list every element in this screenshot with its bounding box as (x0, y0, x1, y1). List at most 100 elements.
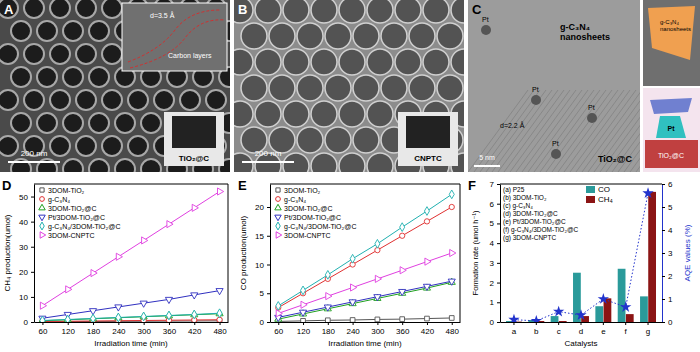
pore (339, 153, 365, 172)
tick-mark (427, 322, 428, 325)
tick-mark (144, 322, 145, 325)
lattice-label: d=2.2 Å (500, 121, 525, 129)
tick-label: 300 (371, 327, 385, 336)
marker (218, 188, 224, 195)
marker (620, 301, 631, 312)
marker (553, 306, 564, 317)
pore (0, 90, 18, 110)
marker (326, 293, 332, 300)
scale-label: 200 nm (21, 149, 48, 158)
marker (642, 187, 653, 198)
tick-mark (662, 253, 665, 254)
marker (448, 278, 455, 284)
particle-label: Pt (482, 16, 489, 23)
tick-label: 60 (274, 327, 283, 336)
pore (395, 49, 421, 75)
tick: 420 (188, 322, 202, 336)
particle-label: Pt (552, 140, 559, 147)
marker (167, 221, 173, 228)
tick-mark (42, 322, 43, 325)
pore (297, 75, 323, 101)
legend-label: 3DOM-TiO₂ (48, 187, 85, 194)
tick-mark (267, 236, 270, 237)
particle (531, 95, 541, 105)
tick-label: 180 (322, 327, 336, 336)
pore (339, 0, 365, 23)
inset-label: d=3.5 Å (150, 11, 175, 19)
tick: 5 (490, 219, 500, 228)
legend-label: 3DOM-TiO₂ (284, 187, 321, 194)
pore (63, 159, 83, 172)
tick-mark (93, 322, 94, 325)
particle (481, 25, 491, 35)
marker (449, 190, 454, 199)
tick-mark (497, 184, 500, 185)
series-line (278, 207, 451, 308)
legend-label: 3DOM-CNPTC (48, 232, 95, 239)
pore (11, 67, 31, 87)
pore (311, 101, 337, 127)
pore (367, 153, 393, 172)
legend: 3DOM-TiO₂g-C₃N₄3DOM-TiO₂@CPt/3DOM-TiO₂@C… (39, 187, 121, 239)
region-label: g-C₃N₄nanosheets (560, 22, 610, 42)
schematic (643, 88, 700, 172)
pt-particle (656, 116, 686, 138)
pore (115, 159, 135, 172)
tick-label: 120 (297, 327, 311, 336)
tick-mark (169, 322, 170, 325)
panel-label: E (238, 178, 247, 193)
pore (206, 90, 226, 110)
tick: 6 (662, 180, 673, 189)
pore (76, 90, 96, 110)
pore (37, 113, 57, 133)
axis: 01020304050 (19, 185, 34, 328)
pore (180, 90, 200, 110)
tick: 300 (371, 322, 385, 336)
tick-mark (68, 322, 69, 325)
tick: 120 (297, 322, 311, 336)
tick: c (557, 322, 561, 336)
annotation: (g) 3DOM-CNPTC (503, 234, 556, 242)
marker (301, 301, 307, 308)
inset-label: Carbon layers (168, 52, 212, 60)
pore (269, 75, 295, 101)
legend-swatch (586, 196, 595, 203)
scale-bar (474, 165, 500, 167)
background (468, 0, 640, 172)
tick-mark (603, 322, 604, 325)
pore (409, 75, 435, 101)
tick: 1 (662, 295, 673, 304)
pore (325, 75, 351, 101)
marker (142, 237, 148, 244)
pore (283, 101, 309, 127)
marker (375, 317, 380, 322)
axis: 60120180240300360420480 (35, 322, 229, 336)
legend-marker (40, 197, 45, 202)
tick-label: g (646, 327, 650, 336)
y-axis-title: Formation rate (umol h⁻¹) (471, 210, 480, 295)
series-line (278, 281, 451, 317)
marker (425, 316, 430, 321)
boundary (130, 20, 225, 68)
tick: 120 (62, 322, 76, 336)
tick: 40 (19, 218, 34, 227)
tick: 180 (87, 322, 101, 336)
tick: 5 (662, 203, 673, 212)
bar (595, 306, 603, 322)
pore (76, 136, 96, 156)
tick: 50 (19, 193, 34, 202)
marker (400, 223, 405, 232)
tick: 240 (346, 322, 360, 336)
pore (241, 75, 267, 101)
tick-label: 40 (19, 218, 28, 227)
tick-mark (220, 322, 221, 325)
sample-label: TiO₂@C (179, 154, 210, 163)
tick: 0 (490, 318, 500, 327)
tick-label: 60 (38, 327, 47, 336)
legend-label: Pt/3DOM-TiO₂@C (284, 214, 341, 221)
pore (89, 159, 109, 172)
tick-mark (625, 322, 626, 325)
tick: 15 (255, 232, 270, 241)
tick: 7 (490, 180, 500, 189)
particle-label: Pt (532, 86, 539, 93)
